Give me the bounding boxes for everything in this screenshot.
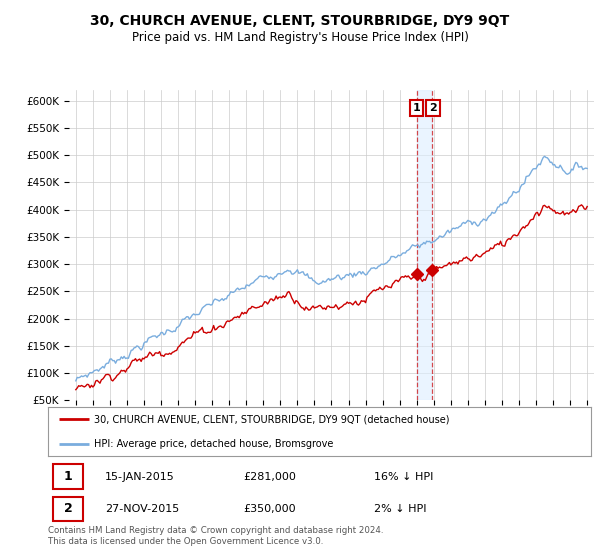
Text: HPI: Average price, detached house, Bromsgrove: HPI: Average price, detached house, Brom… bbox=[94, 439, 334, 449]
Text: 15-JAN-2015: 15-JAN-2015 bbox=[105, 472, 175, 482]
Text: 30, CHURCH AVENUE, CLENT, STOURBRIDGE, DY9 9QT: 30, CHURCH AVENUE, CLENT, STOURBRIDGE, D… bbox=[91, 14, 509, 28]
FancyBboxPatch shape bbox=[53, 497, 83, 521]
Text: 30, CHURCH AVENUE, CLENT, STOURBRIDGE, DY9 9QT (detached house): 30, CHURCH AVENUE, CLENT, STOURBRIDGE, D… bbox=[94, 414, 449, 424]
Text: 1: 1 bbox=[64, 470, 73, 483]
Text: 2% ↓ HPI: 2% ↓ HPI bbox=[374, 504, 426, 514]
Text: Contains HM Land Registry data © Crown copyright and database right 2024.
This d: Contains HM Land Registry data © Crown c… bbox=[48, 526, 383, 546]
Text: 2: 2 bbox=[429, 103, 437, 113]
FancyBboxPatch shape bbox=[53, 464, 83, 489]
Text: 2: 2 bbox=[64, 502, 73, 515]
Text: 27-NOV-2015: 27-NOV-2015 bbox=[105, 504, 179, 514]
Bar bbox=[418, 90, 432, 400]
Text: Price paid vs. HM Land Registry's House Price Index (HPI): Price paid vs. HM Land Registry's House … bbox=[131, 31, 469, 44]
Text: 1: 1 bbox=[413, 103, 421, 113]
Text: £350,000: £350,000 bbox=[244, 504, 296, 514]
Text: 16% ↓ HPI: 16% ↓ HPI bbox=[374, 472, 433, 482]
Text: £281,000: £281,000 bbox=[244, 472, 296, 482]
